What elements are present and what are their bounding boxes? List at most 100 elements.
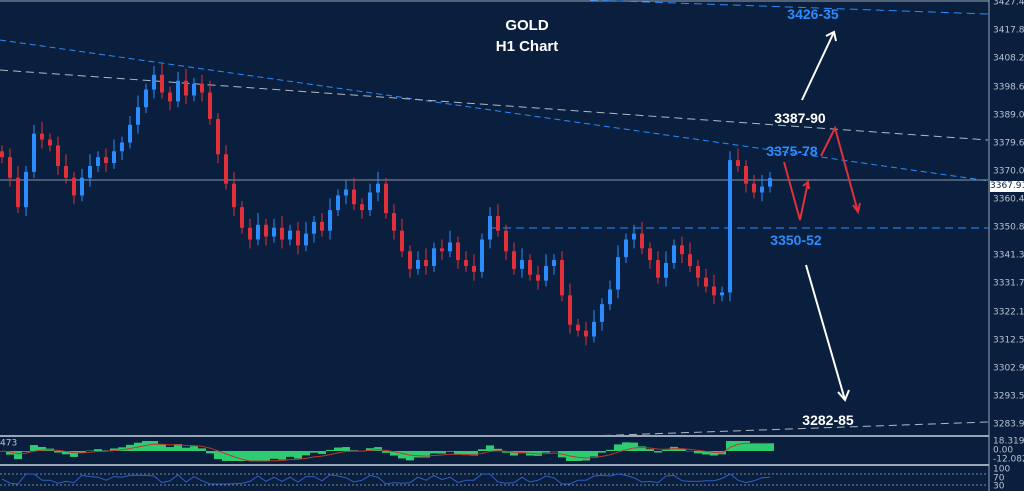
macd-bar	[222, 451, 230, 461]
macd-bar	[158, 444, 166, 451]
candle-body	[48, 139, 52, 146]
macd-bar	[390, 451, 398, 456]
macd-bar	[606, 449, 614, 451]
candle-body	[64, 166, 68, 178]
candle-body	[144, 89, 148, 108]
macd-bar	[334, 447, 342, 451]
candle-body	[240, 207, 244, 228]
macd-bar	[6, 451, 14, 455]
candle-body	[688, 254, 692, 266]
macd-bar	[38, 446, 46, 451]
macd-bar	[270, 451, 278, 459]
candle-body	[568, 295, 572, 325]
candle-body	[88, 166, 92, 178]
macd-bar	[462, 451, 470, 456]
candle-body	[536, 274, 540, 281]
candle-body	[752, 183, 756, 193]
rsi-70-label: 70	[993, 473, 1005, 483]
arrow-down-icon	[805, 264, 850, 402]
candle-body	[272, 227, 276, 237]
macd-bar	[662, 449, 670, 451]
candle-body	[624, 239, 628, 258]
candle-body	[464, 260, 468, 266]
chart-timeframe: H1 Chart	[495, 38, 559, 55]
candle-body	[160, 74, 164, 93]
candle-body	[432, 248, 436, 266]
macd-bar	[414, 451, 422, 458]
macd-bar	[542, 451, 550, 453]
macd-bar	[742, 441, 750, 451]
candle-body	[480, 239, 484, 272]
candle-body	[632, 233, 636, 240]
resistance-upper-label: 3387-90	[774, 110, 826, 126]
macd-bar	[638, 446, 646, 451]
candle-body	[656, 260, 660, 278]
macd-bar	[374, 447, 382, 451]
candle-body	[296, 230, 300, 246]
y-tick-label: 3322.15	[993, 307, 1024, 318]
macd-bar	[94, 449, 102, 451]
macd-bar	[166, 447, 174, 451]
macd-bar	[430, 451, 438, 454]
macd-bar	[454, 451, 462, 455]
y-tick-label: 3331.75	[993, 278, 1024, 289]
candle-body	[344, 189, 348, 196]
macd-bar	[574, 451, 582, 461]
macd-bar	[62, 451, 70, 455]
macd-bar	[654, 451, 662, 453]
candle-body	[472, 265, 476, 272]
macd-bar	[590, 451, 598, 457]
macd-bar	[510, 451, 518, 456]
y-tick-label: 3408.25	[993, 53, 1024, 64]
candle-body	[136, 107, 140, 125]
candle-body	[40, 133, 44, 140]
candle-body	[520, 260, 524, 269]
macd-bar	[198, 448, 206, 451]
candle-body	[0, 151, 4, 158]
candle-body	[672, 245, 676, 264]
candle-body	[616, 257, 620, 290]
chart-symbol: GOLD	[505, 17, 549, 34]
candle-body	[488, 215, 492, 240]
candle-body	[232, 183, 236, 208]
y-tick-label: 3341.35	[993, 250, 1024, 261]
candle-body	[424, 260, 428, 266]
macd-bar	[278, 451, 286, 460]
candle-body	[152, 74, 156, 90]
candle-body	[184, 80, 188, 96]
candle-body	[32, 133, 36, 172]
macd-bar	[214, 451, 222, 460]
macd-bar	[102, 450, 110, 451]
macd-bar	[502, 451, 510, 453]
macd-bar	[302, 451, 310, 456]
candle-body	[360, 204, 364, 211]
y-tick-label: 3389.05	[993, 110, 1024, 121]
support-label: 3350-52	[770, 232, 822, 248]
candle-body	[560, 260, 564, 296]
candle-body	[320, 221, 324, 231]
macd-signal-line	[1, 442, 771, 462]
macd-bar	[246, 451, 254, 461]
candle-body	[376, 183, 380, 193]
candle-body	[192, 83, 196, 96]
macd-bar	[646, 449, 654, 451]
macd-bar	[598, 451, 606, 453]
macd-bar	[478, 449, 486, 451]
target-bottom-label: 3282-85	[802, 412, 854, 428]
candle-body	[768, 178, 772, 187]
candle-body	[680, 245, 684, 255]
macd-bar	[118, 447, 126, 451]
macd-bar	[190, 446, 198, 451]
macd-zero-label: 0.00	[993, 445, 1014, 456]
macd-bar	[750, 443, 758, 451]
rsi-100-label: 100	[993, 464, 1011, 474]
current-price-tag: 3367.91	[990, 181, 1024, 192]
top-target-line	[589, 0, 989, 15]
candle-body	[512, 251, 516, 269]
candle-body	[416, 260, 420, 269]
candle-body	[600, 304, 604, 322]
macd-bar	[22, 451, 30, 452]
candle-body	[248, 227, 252, 240]
candle-body	[408, 251, 412, 269]
